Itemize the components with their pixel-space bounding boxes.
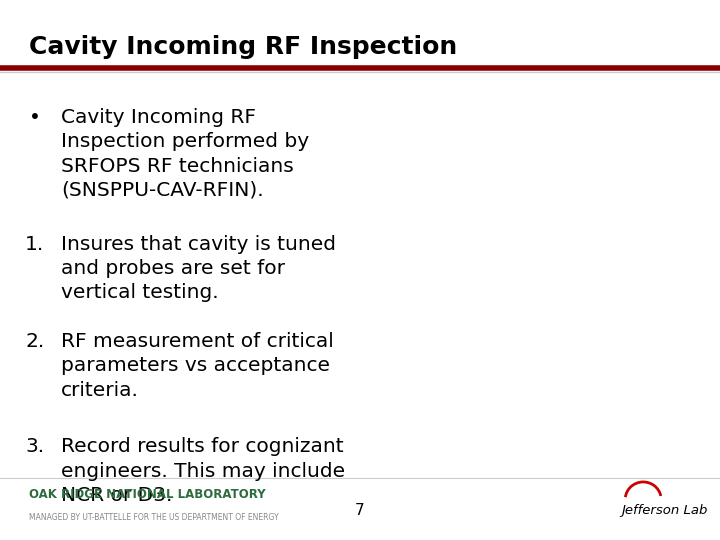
Text: 7: 7 (354, 503, 364, 518)
Text: 2.: 2. (25, 332, 45, 351)
Text: Cavity Incoming RF Inspection: Cavity Incoming RF Inspection (29, 35, 457, 59)
Text: Cavity Incoming RF
Inspection performed by
SRFOPS RF technicians
(SNSPPU-CAV-RFI: Cavity Incoming RF Inspection performed … (61, 108, 309, 200)
Text: RF measurement of critical
parameters vs acceptance
criteria.: RF measurement of critical parameters vs… (61, 332, 334, 400)
Text: 3.: 3. (25, 437, 44, 456)
Text: OAK RIDGE NATIONAL LABORATORY: OAK RIDGE NATIONAL LABORATORY (29, 488, 266, 501)
Text: •: • (29, 108, 40, 127)
Text: Jefferson Lab: Jefferson Lab (621, 504, 708, 517)
Text: 1.: 1. (25, 235, 45, 254)
Text: Record results for cognizant
engineers. This may include
NCR or D3.: Record results for cognizant engineers. … (61, 437, 345, 505)
Text: MANAGED BY UT-BATTELLE FOR THE US DEPARTMENT OF ENERGY: MANAGED BY UT-BATTELLE FOR THE US DEPART… (29, 513, 279, 522)
Text: Insures that cavity is tuned
and probes are set for
vertical testing.: Insures that cavity is tuned and probes … (61, 235, 336, 302)
